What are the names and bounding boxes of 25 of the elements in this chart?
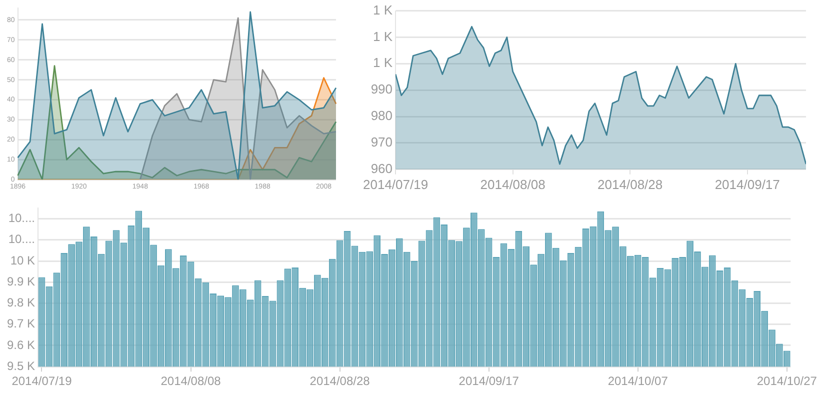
x-tick-label: 2014/08/28 — [598, 176, 663, 192]
x-tick-label: 2014/08/28 — [310, 374, 370, 388]
x-tick-label: 2014/09/17 — [458, 374, 520, 388]
y-tick-label: 970 — [370, 134, 393, 150]
x-tick-label: 2014/09/17 — [714, 176, 780, 192]
y-tick-label: 9.9 K — [6, 274, 36, 288]
y-tick-label: 9.7 K — [6, 316, 36, 331]
y-tick-label: 9.8 K — [6, 296, 36, 310]
y-tick-label: 990 — [370, 82, 393, 97]
y-tick-label: 10.... — [8, 232, 36, 246]
y-tick-label: 1 K — [373, 55, 393, 70]
y-tick-label: 1 K — [373, 2, 393, 18]
x-tick-label: 2014/07/19 — [362, 176, 428, 192]
y-tick-label: 9.5 K — [6, 358, 36, 373]
y-tick-label: 9.6 K — [6, 338, 36, 352]
y-tick-label: 10 K — [10, 253, 36, 268]
x-tick-label: 2014/08/08 — [160, 374, 222, 388]
y-tick-label: 960 — [370, 160, 393, 176]
x-tick-label: 2014/08/08 — [480, 176, 546, 192]
y-tick-label: 1 K — [373, 28, 393, 44]
x-tick-label: 2014/07/19 — [12, 374, 72, 388]
y-tick-label: 10.... — [8, 211, 36, 226]
y-tick-label: 980 — [370, 108, 393, 124]
x-tick-label: 2014/10/07 — [608, 374, 668, 388]
x-tick-label: 2014/10/27 — [756, 374, 818, 388]
